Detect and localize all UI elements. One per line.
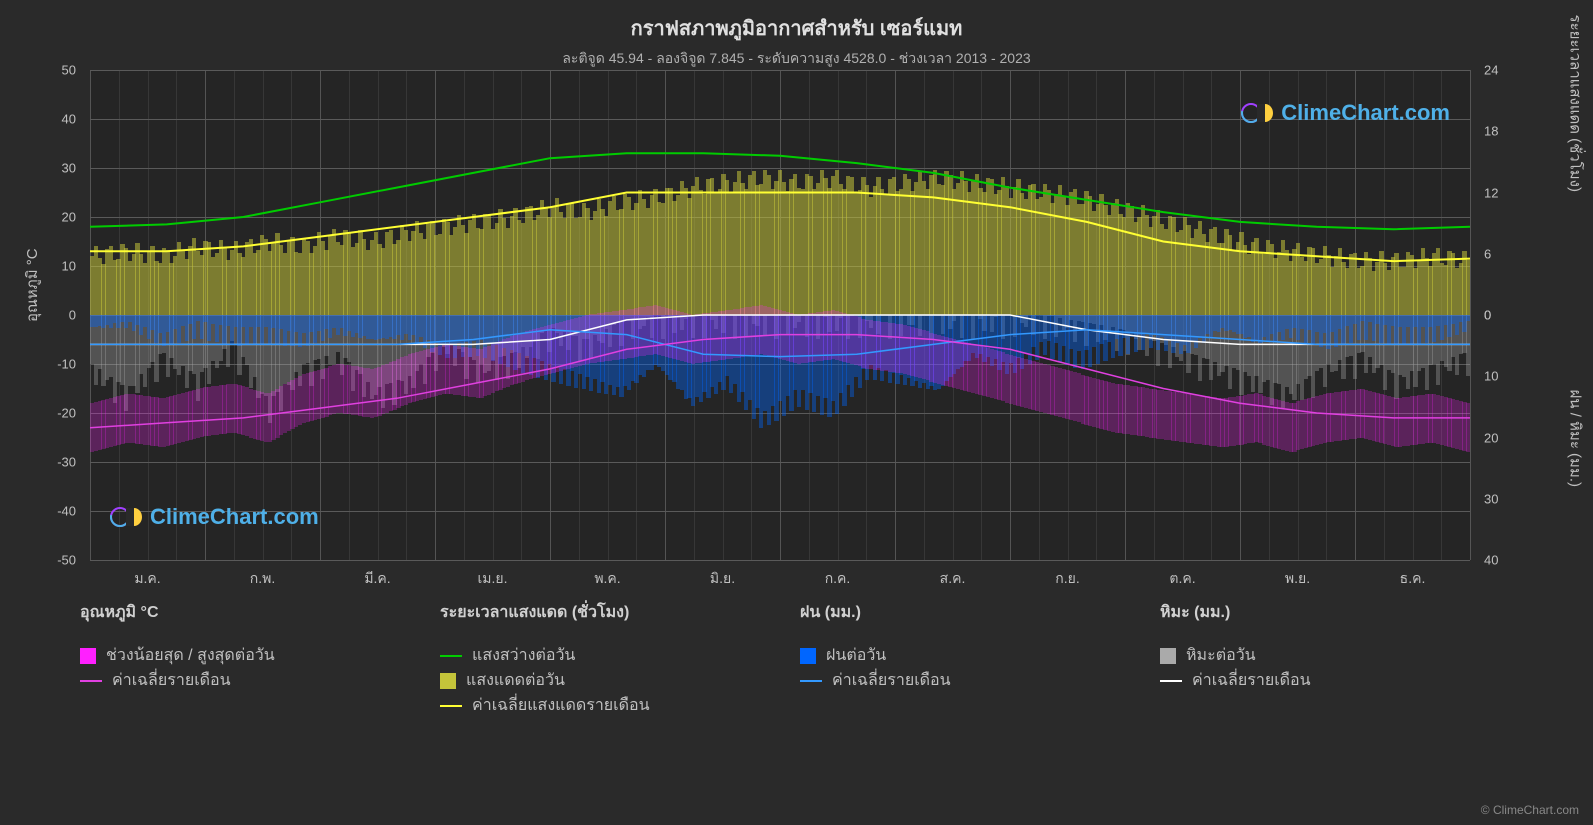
legend-label: ค่าเฉลี่ยรายเดือน (1192, 668, 1311, 693)
legend: อุณหภูมิ °C ช่วงน้อยสุด / สูงสุดต่อวันค่… (80, 600, 1520, 718)
legend-label: ฝนต่อวัน (826, 643, 886, 668)
y-axis-left-label: อุณหภูมิ °C (20, 248, 44, 322)
legend-item: แสงสว่างต่อวัน (440, 643, 800, 668)
legend-item: ช่วงน้อยสุด / สูงสุดต่อวัน (80, 643, 440, 668)
legend-col-sun: ระยะเวลาแสงแดด (ชั่วโมง) แสงสว่างต่อวันแ… (440, 600, 800, 718)
copyright: © ClimeChart.com (1481, 803, 1579, 817)
chart-subtitle: ละติจูด 45.94 - ลองจิจูด 7.845 - ระดับคว… (0, 44, 1593, 70)
y-axis-right-top-label: ระยะเวลาแสงแดด (ชั่วโมง) (1563, 15, 1587, 192)
legend-label: หิมะต่อวัน (1186, 643, 1256, 668)
legend-item: แสงแดดต่อวัน (440, 668, 800, 693)
chart-title: กราฟสภาพภูมิอากาศสำหรับ เซอร์แมท (0, 0, 1593, 44)
legend-label: ค่าเฉลี่ยรายเดือน (832, 668, 951, 693)
legend-label: แสงแดดต่อวัน (466, 668, 565, 693)
legend-header: อุณหภูมิ °C (80, 600, 440, 625)
y-axis-right-bottom-label: ฝน / หิมะ (มม.) (1563, 390, 1587, 487)
data-lines (90, 70, 1470, 560)
legend-header: ระยะเวลาแสงแดด (ชั่วโมง) (440, 600, 800, 625)
chart-area: -50-40-30-20-1001020304050 06121824 0102… (90, 70, 1470, 560)
legend-col-rain: ฝน (มม.) ฝนต่อวันค่าเฉลี่ยรายเดือน (800, 600, 1160, 718)
legend-item: หิมะต่อวัน (1160, 643, 1520, 668)
legend-col-snow: หิมะ (มม.) หิมะต่อวันค่าเฉลี่ยรายเดือน (1160, 600, 1520, 718)
legend-col-temp: อุณหภูมิ °C ช่วงน้อยสุด / สูงสุดต่อวันค่… (80, 600, 440, 718)
legend-header: ฝน (มม.) (800, 600, 1160, 625)
legend-label: ค่าเฉลี่ยแสงแดดรายเดือน (472, 693, 650, 718)
watermark-text: ClimeChart.com (150, 504, 319, 530)
legend-item: ค่าเฉลี่ยรายเดือน (1160, 668, 1520, 693)
legend-item: ค่าเฉลี่ยรายเดือน (800, 668, 1160, 693)
logo-icon (1241, 101, 1275, 125)
legend-item: ค่าเฉลี่ยรายเดือน (80, 668, 440, 693)
logo-icon (110, 505, 144, 529)
legend-header: หิมะ (มม.) (1160, 600, 1520, 625)
watermark-top: ClimeChart.com (1241, 100, 1450, 126)
watermark-bottom: ClimeChart.com (110, 504, 319, 530)
watermark-text: ClimeChart.com (1281, 100, 1450, 126)
legend-label: แสงสว่างต่อวัน (472, 643, 575, 668)
legend-label: ช่วงน้อยสุด / สูงสุดต่อวัน (106, 643, 275, 668)
legend-item: ค่าเฉลี่ยแสงแดดรายเดือน (440, 693, 800, 718)
legend-label: ค่าเฉลี่ยรายเดือน (112, 668, 231, 693)
legend-item: ฝนต่อวัน (800, 643, 1160, 668)
